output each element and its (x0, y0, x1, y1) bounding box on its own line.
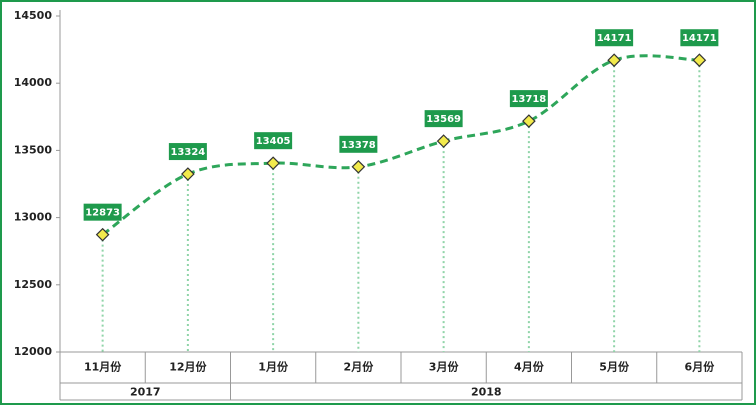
marker (692, 53, 707, 68)
y-tick-label: 13500 (14, 143, 53, 156)
y-tick-label: 12000 (14, 345, 53, 358)
x-tick-label: 3月份 (429, 360, 460, 374)
x-tick-label: 2月份 (344, 360, 375, 374)
value-label-box (680, 29, 719, 47)
value-label-box (339, 135, 378, 153)
y-tick-label: 12500 (14, 278, 53, 291)
marker (522, 114, 536, 128)
marker (607, 53, 621, 68)
x-tick-label: 11月份 (84, 360, 122, 374)
x-tick-label: 4月份 (514, 360, 545, 374)
value-label: 14171 (597, 33, 632, 44)
value-label: 14171 (682, 33, 717, 44)
value-label-box (424, 110, 463, 128)
marker (181, 167, 195, 181)
x-tick-label: 5月份 (599, 360, 630, 374)
value-label: 12873 (85, 208, 120, 219)
value-label-box (83, 203, 122, 221)
x-tick-label: 1月份 (258, 360, 289, 374)
value-label-box (595, 29, 634, 47)
value-label-box (509, 90, 548, 108)
y-tick-label: 14000 (14, 76, 53, 89)
value-label: 13378 (341, 140, 376, 151)
marker (95, 227, 110, 242)
value-label: 13405 (256, 136, 291, 147)
group-label: 2018 (471, 386, 502, 399)
value-label: 13569 (426, 114, 461, 125)
x-tick-label: 12月份 (169, 360, 207, 374)
value-label: 13718 (511, 94, 546, 105)
y-tick-label: 14500 (14, 9, 53, 22)
x-tick-label: 6月份 (685, 360, 716, 374)
value-label-box (254, 132, 293, 150)
group-label: 2017 (130, 386, 161, 399)
value-label-box (168, 143, 207, 161)
marker (351, 159, 366, 174)
value-label: 13324 (170, 147, 205, 158)
marker (436, 134, 451, 148)
y-tick-label: 13000 (14, 211, 53, 224)
marker (266, 156, 280, 171)
